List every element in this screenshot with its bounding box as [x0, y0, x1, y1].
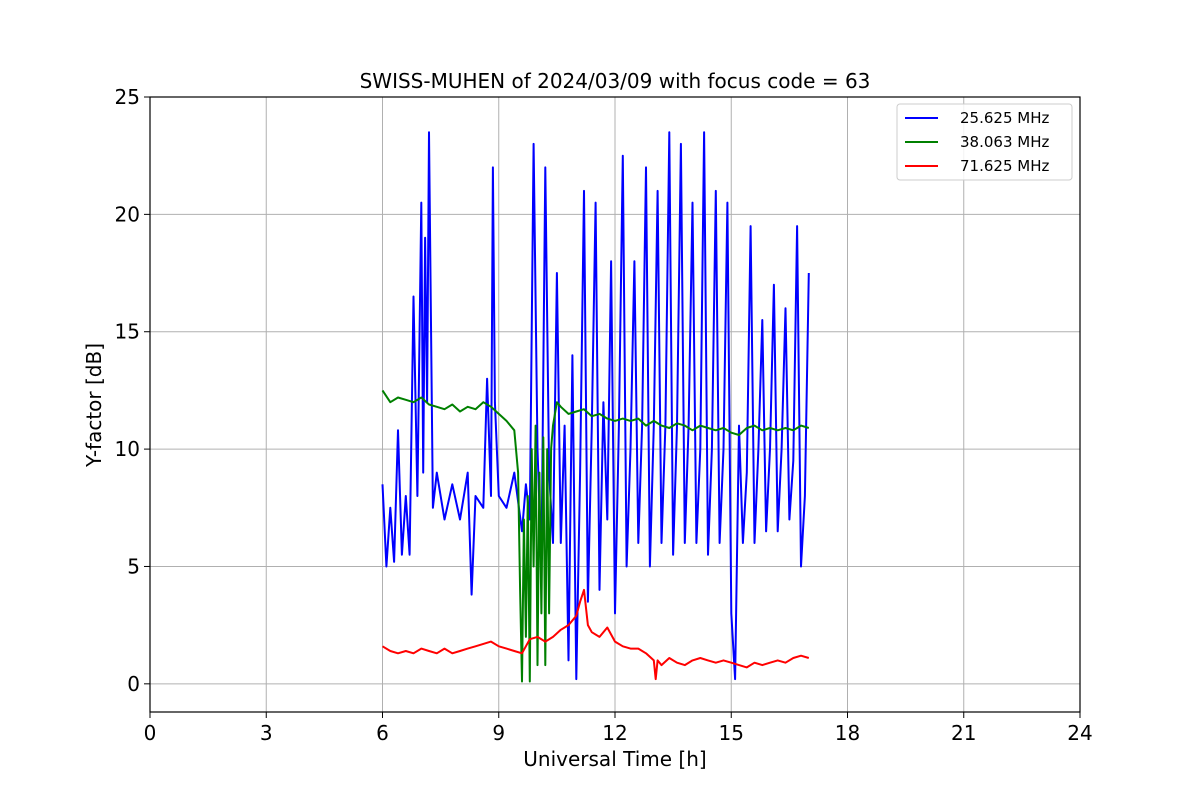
x-tick-label: 9: [492, 721, 505, 745]
chart-title: SWISS-MUHEN of 2024/03/09 with focus cod…: [360, 69, 871, 93]
x-tick-label: 12: [602, 721, 627, 745]
y-tick-label: 10: [115, 437, 140, 461]
y-tick-label: 5: [127, 554, 140, 578]
legend-label: 71.625 MHz: [960, 157, 1049, 175]
y-axis-label: Y-factor [dB]: [82, 343, 106, 468]
legend-label: 25.625 MHz: [960, 109, 1049, 127]
x-tick-label: 0: [144, 721, 157, 745]
y-tick-label: 0: [127, 672, 140, 696]
x-tick-label: 3: [260, 721, 273, 745]
ticks: 0 3 6 9 12 15 18 21 24 0 5 10 15 20 25: [115, 85, 1093, 745]
legend-box: [896, 103, 1073, 181]
x-tick-label: 6: [376, 721, 389, 745]
legend: 25.625 MHz 38.063 MHz 71.625 MHz: [896, 103, 1073, 181]
y-tick-label: 20: [115, 202, 140, 226]
legend-label: 38.063 MHz: [960, 133, 1049, 151]
series-line-38-063-mhz: [381, 389, 810, 683]
legend-entries: 25.625 MHz 38.063 MHz 71.625 MHz: [905, 109, 1049, 175]
series-line-25-625-mhz: [381, 131, 810, 681]
x-tick-label: 15: [719, 721, 744, 745]
x-tick-label: 21: [951, 721, 976, 745]
x-axis-label: Universal Time [h]: [523, 747, 706, 771]
series-line-71-625-mhz: [381, 588, 810, 681]
y-tick-label: 25: [115, 85, 140, 109]
x-tick-label: 24: [1067, 721, 1092, 745]
x-tick-label: 18: [835, 721, 860, 745]
y-tick-label: 15: [115, 320, 140, 344]
series-layer: [381, 131, 810, 683]
